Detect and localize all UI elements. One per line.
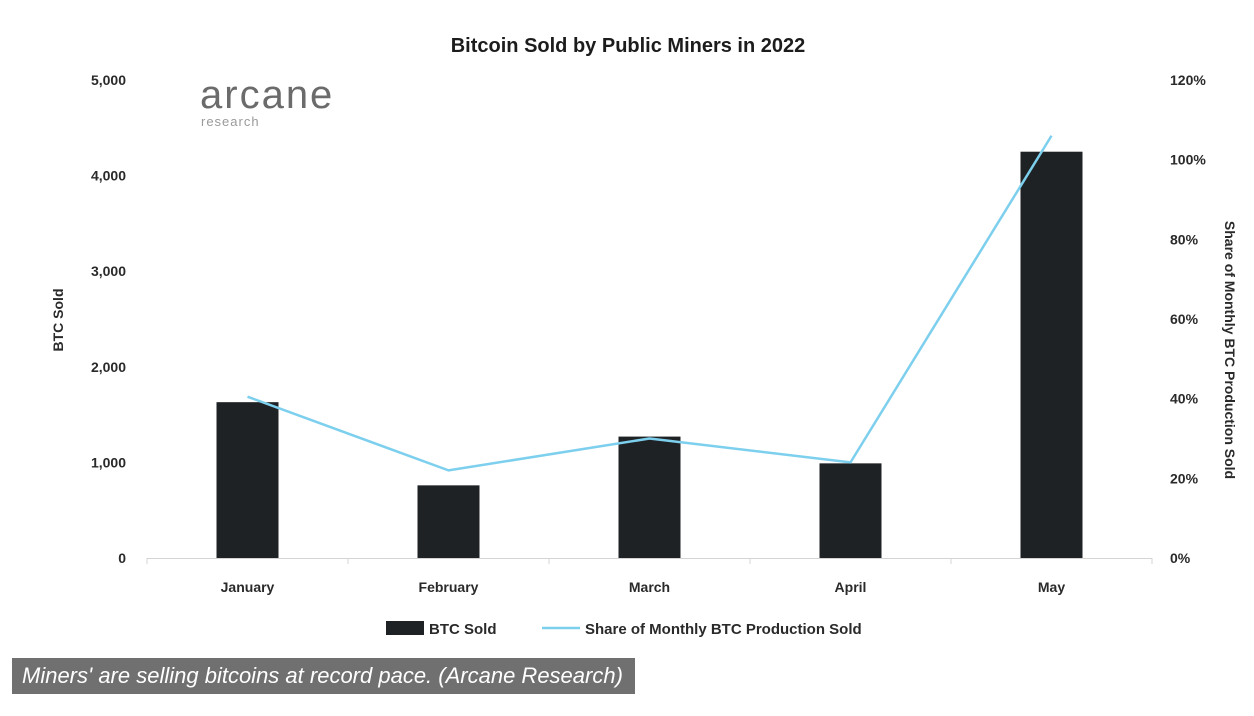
legend-line-label: Share of Monthly BTC Production Sold bbox=[585, 621, 862, 638]
caption: Miners' are selling bitcoins at record p… bbox=[12, 658, 635, 694]
y-tick-label: 0 bbox=[118, 550, 126, 566]
y-tick-label: 2,000 bbox=[91, 359, 126, 375]
logo: arcane research bbox=[200, 73, 334, 129]
y2-tick-label: 20% bbox=[1170, 470, 1199, 486]
bar-january bbox=[216, 402, 279, 558]
right-axis-ticks: 0% 20% 40% 60% 80% 100% 120% bbox=[1170, 72, 1206, 566]
legend-bar-swatch bbox=[386, 621, 424, 635]
x-tick-label: March bbox=[629, 579, 670, 595]
legend-bar-label: BTC Sold bbox=[429, 621, 497, 638]
bar-march bbox=[618, 436, 681, 558]
btc-sold-bars bbox=[216, 151, 1083, 558]
x-tick-label: January bbox=[221, 579, 275, 595]
x-tick-label: May bbox=[1038, 579, 1065, 595]
y2-tick-label: 0% bbox=[1170, 550, 1191, 566]
x-axis-tick-marks bbox=[146, 558, 1153, 564]
y-tick-label: 3,000 bbox=[91, 263, 126, 279]
y-tick-label: 1,000 bbox=[91, 454, 126, 470]
chart-title: Bitcoin Sold by Public Miners in 2022 bbox=[451, 35, 806, 57]
y-tick-label: 5,000 bbox=[91, 72, 126, 88]
share-line-series bbox=[247, 135, 1053, 472]
logo-main-text: arcane bbox=[200, 73, 334, 117]
y2-tick-label: 40% bbox=[1170, 391, 1199, 407]
y-tick-label: 4,000 bbox=[91, 168, 126, 184]
y-axis-label: BTC Sold bbox=[50, 289, 66, 352]
x-axis-labels: January February March April May bbox=[221, 579, 1066, 595]
y2-axis-label: Share of Monthly BTC Production Sold bbox=[1222, 221, 1238, 479]
y2-tick-label: 100% bbox=[1170, 152, 1206, 168]
legend: BTC Sold Share of Monthly BTC Production… bbox=[386, 621, 862, 638]
logo-sub-text: research bbox=[201, 114, 260, 129]
y2-tick-label: 80% bbox=[1170, 231, 1199, 247]
bar-may bbox=[1020, 151, 1083, 558]
x-tick-label: February bbox=[419, 579, 479, 595]
bar-april bbox=[819, 463, 882, 558]
bar-february bbox=[417, 485, 480, 558]
x-tick-label: April bbox=[835, 579, 867, 595]
y2-tick-label: 60% bbox=[1170, 311, 1199, 327]
y2-tick-label: 120% bbox=[1170, 72, 1206, 88]
left-axis-ticks: 0 1,000 2,000 3,000 4,000 5,000 bbox=[91, 72, 126, 566]
